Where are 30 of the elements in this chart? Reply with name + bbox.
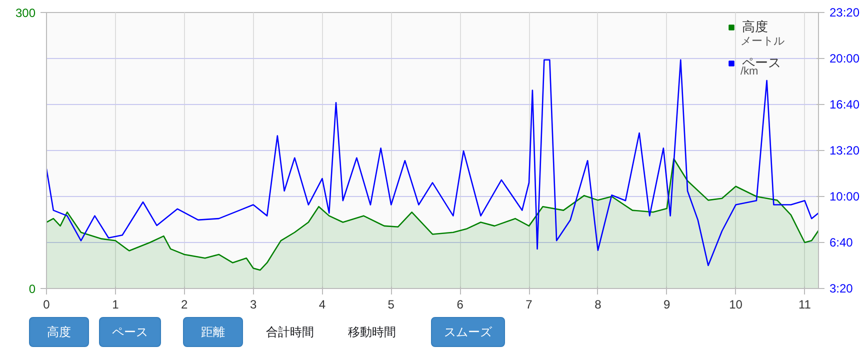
text: 移動時間 [335, 317, 409, 347]
text: 高度 [29, 317, 89, 347]
legend-label: 高度 [742, 18, 769, 36]
annotation: /km [740, 66, 758, 78]
line-series [46, 59, 818, 266]
y2-tick-label: 20:00 [830, 51, 860, 66]
text: スムーズ [431, 317, 505, 347]
annotation: メートル [740, 36, 784, 48]
x-tick-label: 5 [388, 298, 395, 312]
x-tick-label: 3 [250, 298, 257, 312]
x-tick-label: 7 [526, 298, 533, 312]
x-tick-label: 1 [112, 298, 120, 312]
x-tick-label: 4 [318, 298, 326, 312]
x-tick-label: 2 [181, 298, 188, 312]
y2-tick-label: 3:20 [830, 282, 854, 296]
x-tick-label: 10 [729, 298, 743, 312]
x-tick-label: 11 [798, 298, 812, 312]
y2-tick-label: 6:40 [830, 235, 854, 250]
x-tick-label: 0 [43, 298, 50, 312]
x-tick-label: 8 [594, 298, 602, 312]
x-tick-label: 9 [664, 298, 671, 312]
y2-tick-label: 16:40 [830, 97, 860, 112]
y2-tick-label: 23:20 [830, 6, 860, 20]
y-tick-label: 300 [15, 6, 36, 20]
text: 合計時間 [253, 317, 327, 347]
x-tick-label: 6 [456, 298, 464, 312]
y2-tick-label: 13:20 [830, 144, 860, 158]
y2-tick-label: 10:00 [830, 189, 860, 204]
text: 距離 [183, 317, 243, 347]
text: ペース [99, 317, 161, 347]
